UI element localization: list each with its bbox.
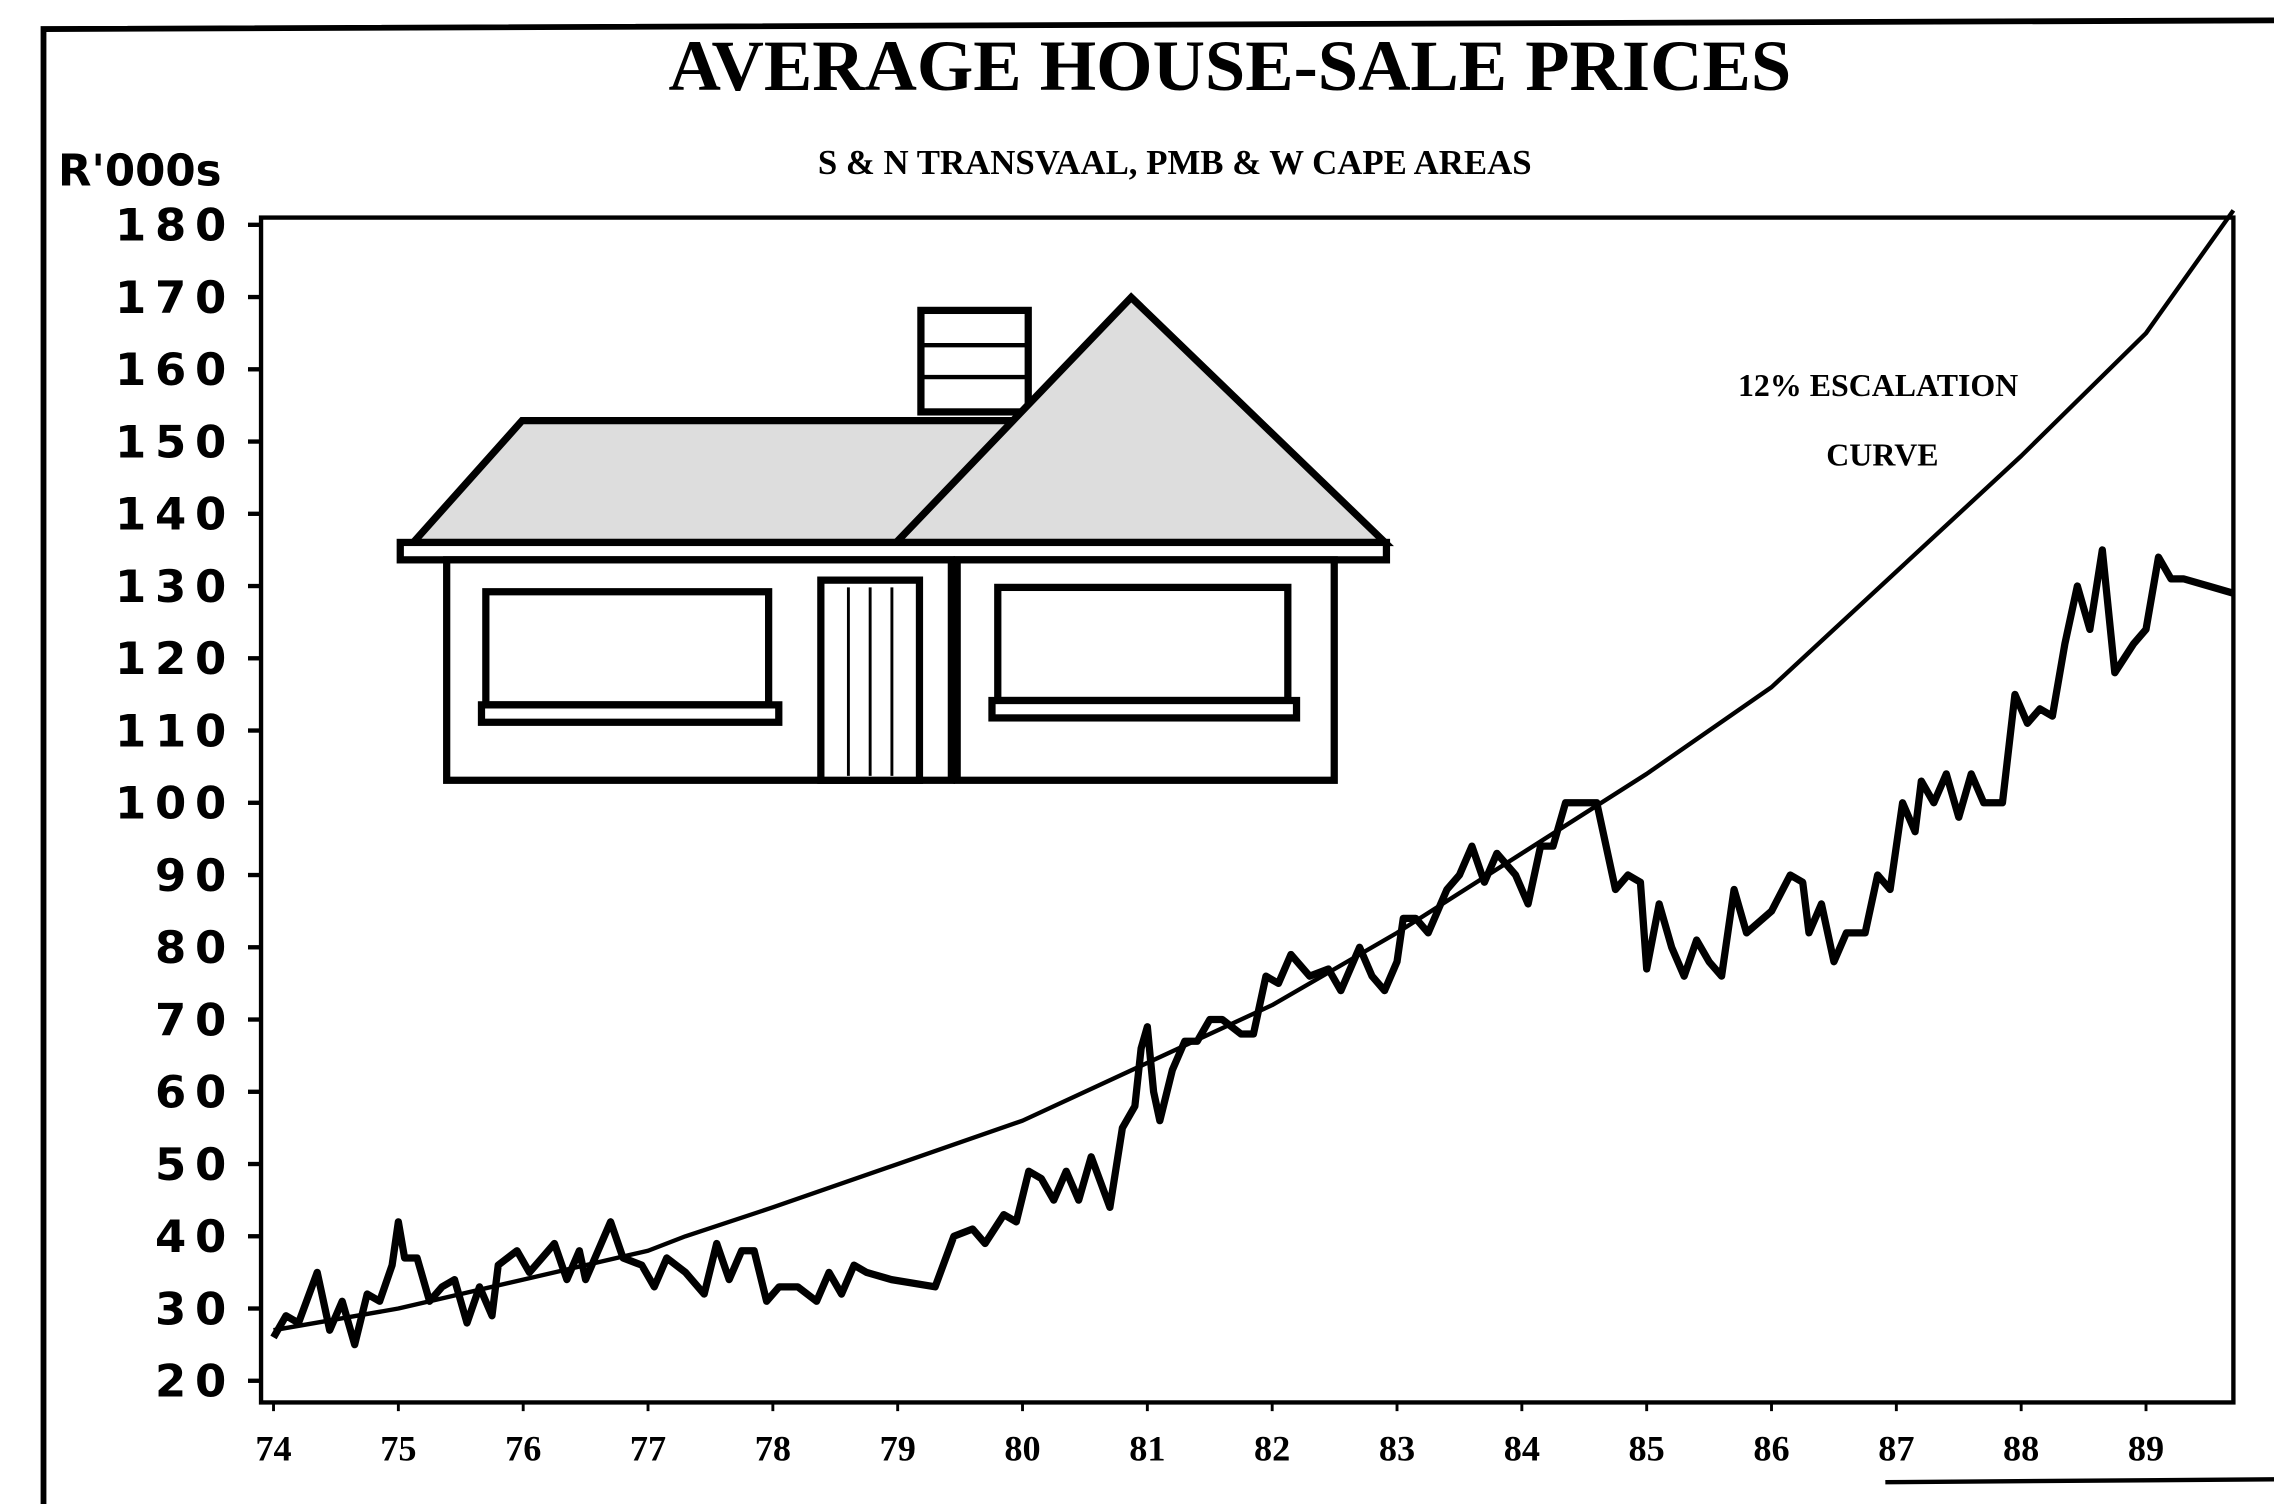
x-tick-label: 87 — [1878, 1428, 1914, 1468]
x-tick-label: 75 — [380, 1428, 416, 1468]
x-tick-label: 80 — [1004, 1428, 1040, 1468]
y-tick-label: 30 — [155, 1282, 235, 1335]
x-tick-label: 83 — [1379, 1428, 1415, 1468]
x-tick-label: 78 — [755, 1428, 791, 1468]
x-tick-label: 79 — [880, 1428, 916, 1468]
y-tick-label: 160 — [115, 343, 235, 396]
y-tick-label: 140 — [115, 488, 235, 541]
y-axis-label: R'000s — [58, 147, 222, 197]
y-tick-label: 50 — [155, 1138, 235, 1191]
x-tick-label: 76 — [505, 1428, 541, 1468]
x-tick-label: 74 — [255, 1428, 291, 1468]
y-tick-label: 130 — [115, 560, 235, 613]
x-tick-label: 86 — [1753, 1428, 1789, 1468]
y-tick-label: 90 — [155, 849, 235, 902]
chart-subtitle: S & N TRANSVAAL, PMB & W CAPE AREAS — [818, 143, 1532, 182]
y-tick-label: 60 — [155, 1066, 235, 1119]
chart: AVERAGE HOUSE-SALE PRICES S & N TRANSVAA… — [0, 0, 2274, 1504]
annotation: CURVE — [1826, 438, 1938, 473]
y-tick-label: 170 — [115, 271, 235, 324]
x-tick-label: 85 — [1629, 1428, 1665, 1468]
y-tick-label: 110 — [115, 704, 235, 757]
y-tick-label: 20 — [155, 1355, 235, 1408]
page: AVERAGE HOUSE-SALE PRICES S & N TRANSVAA… — [0, 0, 2274, 1504]
x-tick-label: 82 — [1254, 1428, 1290, 1468]
y-tick-label: 70 — [155, 993, 235, 1046]
x-tick-label: 84 — [1504, 1428, 1540, 1468]
y-tick-label: 180 — [115, 199, 235, 252]
outer-border — [1885, 1479, 2274, 1482]
y-tick-label: 120 — [115, 632, 235, 685]
annotation: 12% ESCALATION — [1738, 368, 2018, 403]
x-tick-label: 77 — [630, 1428, 666, 1468]
chart-title: AVERAGE HOUSE-SALE PRICES — [668, 25, 1791, 106]
x-tick-label: 89 — [2128, 1428, 2164, 1468]
x-tick-label: 81 — [1129, 1428, 1165, 1468]
y-tick-label: 150 — [115, 416, 235, 469]
y-tick-label: 40 — [155, 1210, 235, 1263]
y-tick-label: 80 — [155, 921, 235, 974]
y-tick-label: 100 — [115, 777, 235, 830]
x-tick-label: 88 — [2003, 1428, 2039, 1468]
